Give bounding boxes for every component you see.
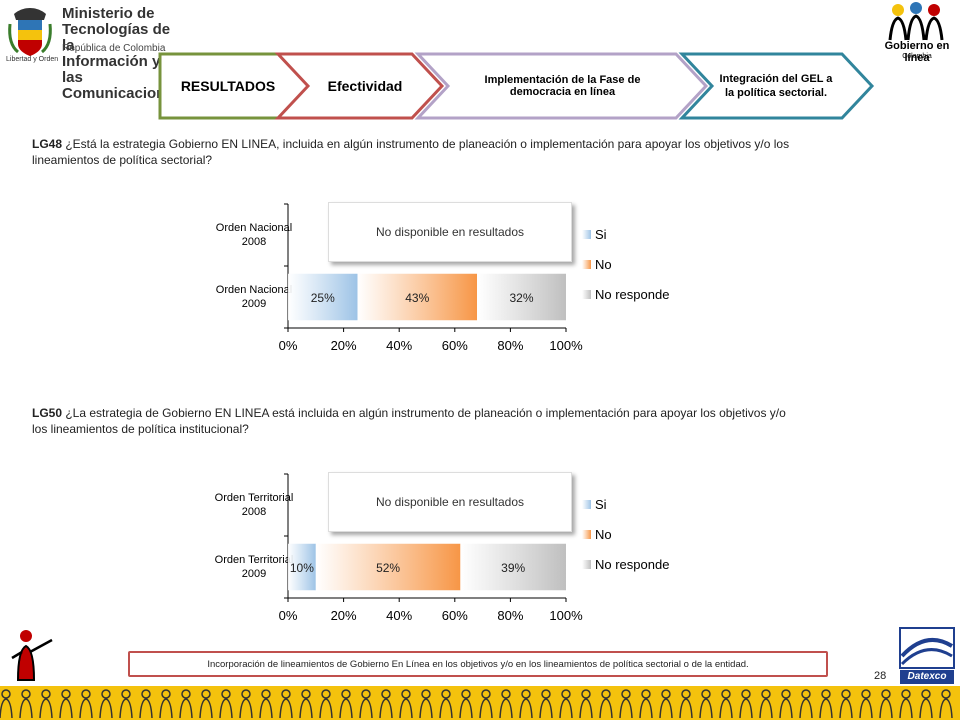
chevron-democracia[interactable]: Implementación de la Fase de democracia … bbox=[484, 74, 641, 98]
x-tick-label: 80% bbox=[497, 608, 523, 623]
legend-swatch bbox=[582, 290, 591, 299]
mascot-figure-icon bbox=[11, 630, 53, 681]
chevron-integracion[interactable]: Integración del GEL a la política sector… bbox=[719, 73, 833, 99]
ministry-logo: Ministerio de Tecnologías de la Informac… bbox=[4, 2, 182, 102]
chart-lg50-plot: 0% 20% 40% 60% 80% 100% Orden Territorial 2008 O… bbox=[215, 473, 669, 623]
chart-lg48-plot: 0% 20% 40% 60% 80% 100% Orden Nacional 2008 Orde… bbox=[216, 203, 669, 353]
page-number: 28 bbox=[874, 670, 887, 682]
legend-label: Si bbox=[595, 227, 607, 242]
footer-note: Incorporación de lineamientos de Gobiern… bbox=[128, 651, 828, 677]
legend-swatch bbox=[582, 500, 591, 509]
x-tick-label: 0% bbox=[279, 608, 298, 623]
chevron-shape-democracia bbox=[414, 52, 709, 120]
x-tick-label: 20% bbox=[331, 338, 357, 353]
bar-no-responde bbox=[477, 273, 566, 321]
chevron-shape-efectividad bbox=[274, 52, 445, 120]
question-lg48-text: ¿Está la estrategia Gobierno EN LINEA, i… bbox=[32, 137, 790, 167]
legend-label: No bbox=[595, 257, 612, 272]
x-tick-label: 60% bbox=[442, 338, 468, 353]
question-lg50-code: LG50 bbox=[32, 406, 63, 420]
bar-no bbox=[315, 543, 461, 591]
bar-value-label: 52% bbox=[376, 561, 400, 575]
legend-label: No responde bbox=[595, 287, 669, 302]
x-tick-label: 100% bbox=[549, 338, 583, 353]
x-tick-label: 80% bbox=[497, 338, 523, 353]
question-lg50: LG50 ¿La estrategia de Gobierno EN LINEA… bbox=[32, 405, 792, 437]
legend-swatch bbox=[582, 230, 591, 239]
chevron-resultados[interactable]: RESULTADOS bbox=[180, 78, 276, 94]
bar-value-label: 25% bbox=[311, 291, 335, 305]
ministry-motto: Libertad y Orden bbox=[6, 56, 59, 63]
x-tick-label: 60% bbox=[442, 608, 468, 623]
bar-value-label: 39% bbox=[501, 561, 525, 575]
x-tick-label: 100% bbox=[549, 608, 583, 623]
x-tick-label: 40% bbox=[386, 338, 412, 353]
question-lg50-text: ¿La estrategia de Gobierno EN LINEA está… bbox=[32, 406, 786, 436]
category-label: Orden Nacional 2009 bbox=[216, 284, 292, 310]
x-tick-label: 40% bbox=[386, 608, 412, 623]
chevron-efectividad[interactable]: Efectividad bbox=[327, 78, 403, 94]
category-label: Orden Territorial 2009 bbox=[215, 554, 294, 580]
datexco-emblem-icon bbox=[899, 627, 955, 669]
chart-lg48-annotation: No disponible en resultados bbox=[328, 202, 572, 262]
question-lg48-code: LG48 bbox=[32, 137, 63, 151]
datexco-logo-text: Datexco bbox=[900, 670, 954, 684]
bar-no-responde bbox=[460, 543, 566, 591]
gel-logo-text: Gobierno en línea bbox=[884, 40, 950, 64]
question-lg48: LG48 ¿Está la estrategia Gobierno EN LIN… bbox=[32, 136, 792, 168]
chevron-shape-integracion bbox=[678, 52, 875, 120]
bar-si bbox=[288, 543, 316, 591]
colombia-crest-icon bbox=[8, 8, 52, 56]
people-figures-icon bbox=[888, 2, 944, 41]
x-tick-label: 0% bbox=[279, 338, 298, 353]
legend-label: No bbox=[595, 527, 612, 542]
ministry-name-line2: Información y las Comunicaciones bbox=[62, 53, 183, 102]
datexco-logo: Datexco bbox=[896, 626, 956, 686]
bar-no bbox=[357, 273, 478, 321]
category-label: Orden Territorial 2008 bbox=[215, 492, 294, 518]
chart-lg50-annotation: No disponible en resultados bbox=[328, 472, 572, 532]
decorative-people-border bbox=[0, 686, 960, 720]
category-label: Orden Nacional 2008 bbox=[216, 222, 292, 248]
legend-swatch bbox=[582, 530, 591, 539]
ministry-subtitle: República de Colombia bbox=[62, 43, 166, 54]
x-tick-label: 20% bbox=[331, 608, 357, 623]
bar-value-label: 32% bbox=[510, 291, 534, 305]
legend-swatch bbox=[582, 260, 591, 269]
legend-label: No responde bbox=[595, 557, 669, 572]
bar-value-label: 43% bbox=[405, 291, 429, 305]
chart-lg48: 0% 20% 40% 60% 80% 100% Orden Nacional 2008 Orde… bbox=[190, 196, 710, 366]
bar-si bbox=[288, 273, 358, 321]
legend-label: Si bbox=[595, 497, 607, 512]
gel-logo-subtitle: Colombia bbox=[902, 53, 932, 60]
chart-lg50: 0% 20% 40% 60% 80% 100% Orden Territorial 2008 O… bbox=[190, 466, 710, 636]
bar-value-label: 10% bbox=[290, 561, 314, 575]
people-pattern-icon bbox=[0, 689, 953, 719]
legend-swatch bbox=[582, 560, 591, 569]
process-chevrons: RESULTADOS Efectividad Implementación de… bbox=[150, 50, 880, 122]
ministry-name-line1: Ministerio de Tecnologías de la bbox=[62, 5, 171, 54]
gobierno-en-linea-logo: Gobierno en línea Colombia bbox=[876, 2, 956, 64]
